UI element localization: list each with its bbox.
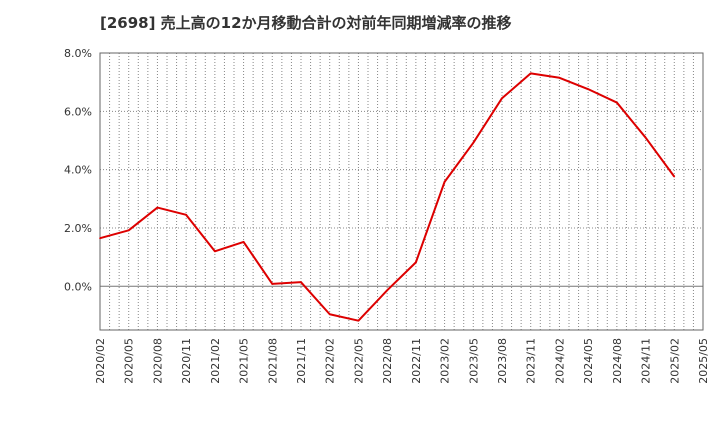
- data-point: [644, 136, 647, 139]
- x-tick-label: 2021/02: [209, 338, 222, 384]
- series-layer: [99, 72, 676, 322]
- data-point: [616, 101, 618, 104]
- data-point: [242, 241, 245, 243]
- x-tick-label: 2024/08: [611, 338, 624, 384]
- x-tick-label: 2022/05: [352, 338, 365, 384]
- data-point: [185, 214, 187, 216]
- data-point: [472, 142, 475, 144]
- y-tick-label: 0.0%: [64, 280, 92, 293]
- x-tick-label: 2023/02: [439, 338, 452, 384]
- x-tick-label: 2024/05: [582, 338, 595, 384]
- data-point: [587, 88, 589, 90]
- data-point: [443, 181, 446, 183]
- x-tick-label: 2022/02: [324, 338, 337, 384]
- data-point: [501, 97, 503, 99]
- x-tick-label: 2023/11: [525, 338, 538, 384]
- y-tick-label: 2.0%: [64, 222, 92, 235]
- data-point: [127, 229, 130, 232]
- data-point: [214, 250, 216, 253]
- x-tick-label: 2025/05: [697, 338, 710, 384]
- data-point: [529, 72, 532, 75]
- x-tick-label: 2024/02: [553, 338, 566, 384]
- x-tick-label: 2020/08: [151, 338, 164, 384]
- x-tick-label: 2021/11: [295, 338, 308, 384]
- grid: [100, 52, 703, 330]
- x-tick-label: 2024/11: [640, 338, 653, 384]
- x-tick-label: 2022/11: [410, 338, 423, 384]
- y-axis: 8.0% 6.0% 4.0% 2.0% 0.0%: [64, 47, 92, 293]
- x-tick-label: 2025/02: [668, 338, 681, 384]
- data-point: [673, 175, 676, 178]
- plot-frame: [99, 52, 704, 331]
- x-tick-label: 2023/05: [467, 338, 480, 384]
- chart-title: [2698] 売上高の12か月移動合計の対前年同期増減率の推移: [100, 14, 512, 32]
- y-tick-label: 8.0%: [64, 47, 92, 60]
- data-point: [300, 281, 302, 283]
- data-point: [386, 289, 388, 292]
- x-tick-label: 2021/05: [238, 338, 251, 384]
- x-tick-label: 2020/02: [94, 338, 107, 384]
- data-point: [558, 76, 561, 79]
- data-point: [99, 237, 101, 239]
- x-tick-label: 2020/11: [180, 338, 193, 384]
- x-tick-label: 2021/08: [266, 338, 279, 384]
- y-tick-label: 6.0%: [64, 105, 92, 118]
- x-tick-label: 2020/05: [123, 338, 136, 384]
- x-tick-label: 2023/08: [496, 338, 509, 384]
- x-axis: 2020/02 2020/05 2020/08 2020/11 2021/02 2021/…: [94, 338, 710, 384]
- data-point: [271, 283, 274, 285]
- y-tick-label: 4.0%: [64, 164, 92, 177]
- x-tick-label: 2022/08: [381, 338, 394, 384]
- data-point: [328, 313, 331, 316]
- data-point: [415, 261, 417, 264]
- data-point: [357, 319, 360, 322]
- data-point: [156, 206, 159, 209]
